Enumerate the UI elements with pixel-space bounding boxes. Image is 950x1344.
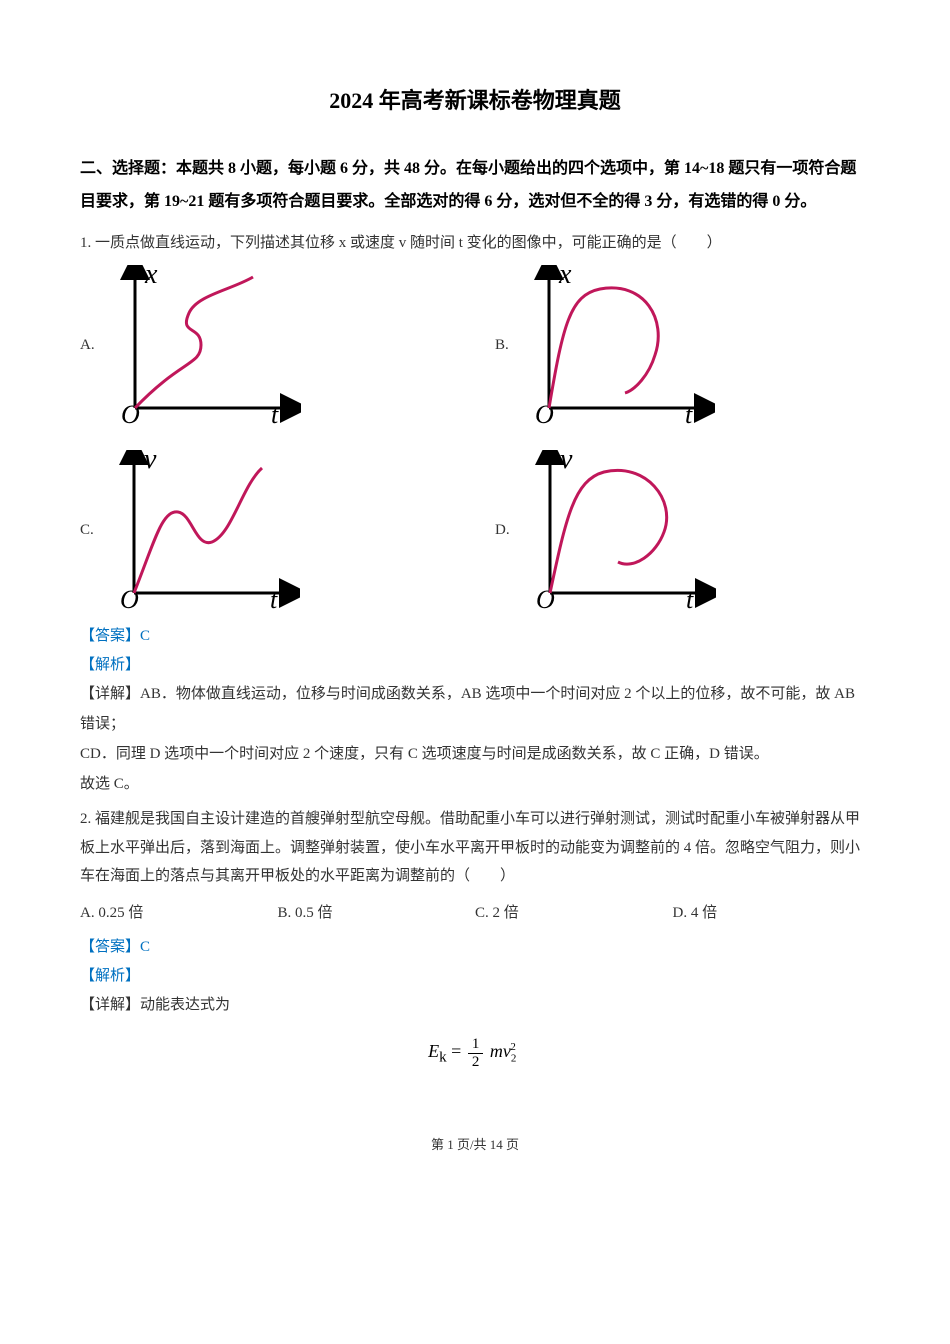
formula-super: 2 — [510, 1041, 516, 1053]
q1-graph-B: O t x — [515, 265, 715, 425]
q2-options-row: A. 0.25 倍 B. 0.5 倍 C. 2 倍 D. 4 倍 — [80, 899, 870, 928]
formula-frac-den: 2 — [468, 1054, 484, 1071]
svg-text:t: t — [271, 400, 279, 425]
q1-option-B-label: B. — [495, 331, 509, 360]
svg-text:x: x — [558, 265, 572, 290]
q1-graph-A: O t x — [101, 265, 301, 425]
q1-explain-label: 【解析】 — [80, 651, 870, 680]
formula-frac: 1 2 — [468, 1036, 484, 1070]
q1-option-C: C. O t v — [80, 450, 455, 610]
q1-graph-C: O t v — [100, 450, 300, 610]
q1-detail-1: 【详解】AB．物体做直线运动，位移与时间成函数关系，AB 选项中一个时间对应 2… — [80, 679, 870, 739]
formula-rhs-var: mv — [490, 1041, 511, 1061]
svg-text:t: t — [686, 585, 694, 610]
q2-option-C: C. 2 倍 — [475, 899, 673, 928]
svg-text:t: t — [270, 585, 278, 610]
formula-eq: = — [451, 1041, 461, 1061]
page-title: 2024 年高考新课标卷物理真题 — [80, 80, 870, 122]
q1-answer: 【答案】C — [80, 622, 870, 651]
q1-option-A: A. O t x — [80, 265, 455, 425]
q1-graph-D: O t v — [516, 450, 716, 610]
q2-answer: 【答案】C — [80, 933, 870, 962]
formula-frac-num: 1 — [468, 1036, 484, 1054]
svg-text:t: t — [685, 400, 693, 425]
formula-lhs-sub: k — [439, 1050, 447, 1066]
q1-option-A-label: A. — [80, 331, 95, 360]
section-header: 二、选择题：本题共 8 小题，每小题 6 分，共 48 分。在每小题给出的四个选… — [80, 152, 870, 219]
q1-prompt: 1. 一质点做直线运动，下列描述其位移 x 或速度 v 随时间 t 变化的图像中… — [80, 229, 870, 258]
svg-text:v: v — [560, 450, 573, 475]
q2-option-A: A. 0.25 倍 — [80, 899, 278, 928]
q2-detail-lead: 【详解】动能表达式为 — [80, 990, 870, 1020]
q2-option-B: B. 0.5 倍 — [278, 899, 476, 928]
q2-option-D: D. 4 倍 — [673, 899, 871, 928]
q2-explain-label: 【解析】 — [80, 962, 870, 991]
svg-text:v: v — [144, 450, 157, 475]
page-footer: 第 1 页/共 14 页 — [80, 1133, 870, 1158]
q1-option-D: D. O t v — [495, 450, 870, 610]
q2-prompt: 2. 福建舰是我国自主设计建造的首艘弹射型航空母舰。借助配重小车可以进行弹射测试… — [80, 805, 870, 891]
q1-detail-2: CD．同理 D 选项中一个时间对应 2 个速度，只有 C 选项速度与时间是成函数… — [80, 739, 870, 769]
q1-option-D-label: D. — [495, 516, 510, 545]
q1-option-B: B. O t x — [495, 265, 870, 425]
q2-formula: Ek = 1 2 mv22 — [80, 1034, 870, 1072]
q1-detail-3: 故选 C。 — [80, 769, 870, 799]
formula-lhs-var: E — [428, 1041, 439, 1061]
q1-options-grid: A. O t x B. O t x — [80, 265, 870, 610]
svg-text:x: x — [144, 265, 158, 290]
q1-option-C-label: C. — [80, 516, 94, 545]
formula-sub2: 2 — [511, 1053, 517, 1065]
